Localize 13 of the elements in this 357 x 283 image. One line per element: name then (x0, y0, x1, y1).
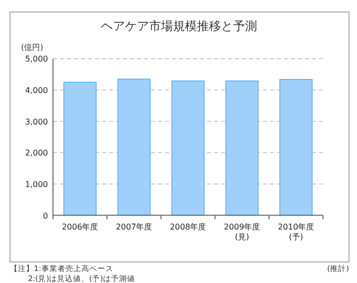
y-tick-label: 2,000 (25, 148, 48, 158)
x-tick-label: 2006年度 (62, 222, 98, 232)
y-tick-label: 5,000 (25, 54, 48, 64)
x-tick-label: 2010年度 (予) (278, 222, 314, 242)
y-tick-label: 3,000 (25, 117, 48, 126)
ylabel: (億円) (21, 43, 44, 52)
y-tick-label: 0 (42, 211, 48, 220)
y-tick-label: 1,000 (25, 180, 48, 189)
x-tick-label: 2007年度 (116, 222, 152, 232)
x-tick-label: 2008年度 (170, 222, 206, 232)
title: ヘアケア市場規模推移と予測 (101, 19, 257, 33)
y-tick-label: 4,000 (25, 86, 48, 96)
x-tick-label: 2009年度 (見) (224, 222, 260, 242)
